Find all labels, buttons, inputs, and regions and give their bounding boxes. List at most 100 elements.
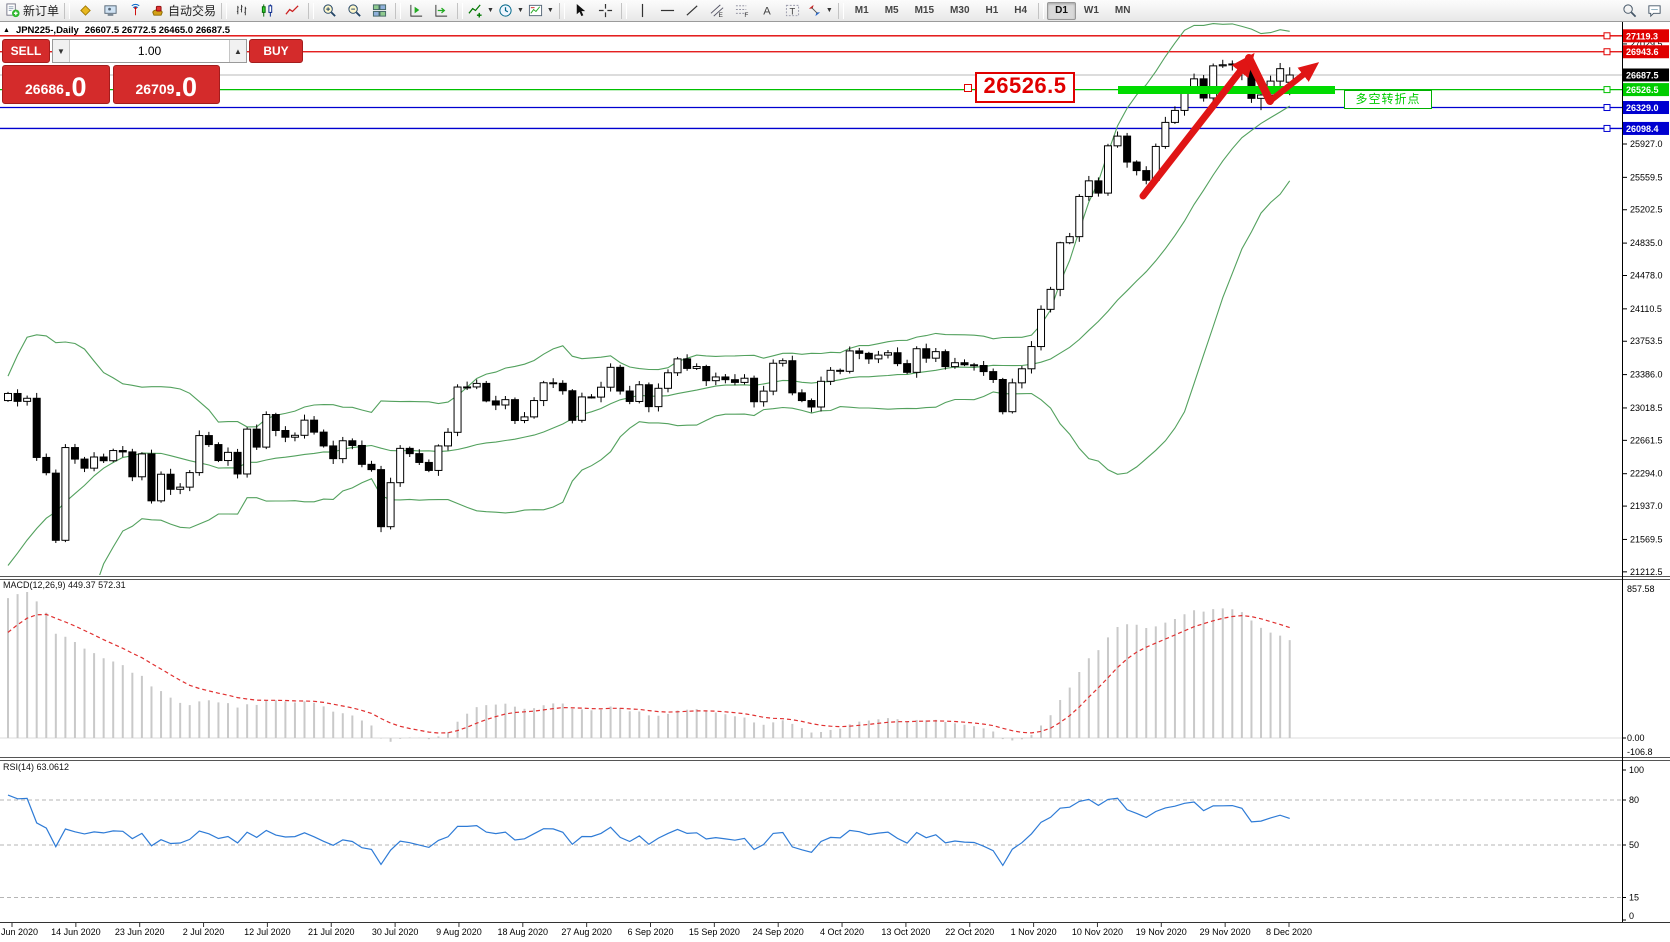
trendline-button[interactable] [680,1,705,21]
crosshair-button[interactable] [593,1,618,21]
collapse-one-click-icon[interactable]: ▲ [3,27,10,34]
text-button[interactable]: A [755,1,780,21]
indicators-icon [468,3,483,18]
chart-shift-button[interactable] [404,1,429,21]
price-callout[interactable]: 26526.5 [975,72,1075,103]
horizontal-line-button[interactable] [655,1,680,21]
indicators-button[interactable]: ▼ [466,1,496,21]
timeframe-h4-button[interactable]: H4 [1014,4,1028,16]
chevron-down-icon[interactable]: ▼ [516,7,524,14]
cursor-button[interactable] [568,1,593,21]
candle-body [386,482,395,528]
top-toolbar: 新订单 自动交易 ▼ ▼ ▼ E F A T ▼ M1 M5 M15 M30 H1 H4 D1 W1 MN [0,0,1670,22]
macd-main-value: 449.37 [68,580,96,590]
candle-body [329,445,338,460]
candle-body [826,369,835,382]
macd-indicator-label: MACD(12,26,9) 449.37 572.31 [3,580,126,590]
zoom-in-icon [322,3,337,18]
tiles-icon [372,3,387,18]
arrows-button[interactable]: ▼ [805,1,835,21]
annotation-note[interactable]: 多空转折点 [1344,90,1432,109]
macd-panel [0,592,1622,742]
chevron-down-icon[interactable]: ▼ [487,7,494,14]
volume-field-wrap: ▼ ▲ [52,39,247,63]
date-label: 6 Sep 2020 [627,927,673,937]
candle-body [396,447,405,484]
toolbar-separator [620,2,627,19]
timeframe-m1-button[interactable]: M1 [854,4,869,16]
candle-body [176,486,185,490]
signals-button[interactable] [123,1,148,21]
timeframe-mn-button[interactable]: MN [1114,4,1131,16]
chat-button[interactable] [1642,1,1667,21]
date-label: 15 Sep 2020 [689,927,740,937]
candle-body [70,447,79,460]
axis-tick-label: 27029.5 [1630,39,1663,49]
timeframe-m30-button[interactable]: M30 [950,4,970,16]
line-chart-button[interactable] [280,1,305,21]
candle-body [807,400,816,408]
profiles-button[interactable] [73,1,98,21]
candle-body [1276,68,1285,82]
new-order-icon [5,3,20,18]
svg-text:E: E [718,12,723,18]
template-icon [528,3,543,18]
sell-button[interactable]: SELL [2,39,50,63]
fibonacci-button[interactable]: F [730,1,755,21]
chevron-down-icon[interactable]: ▼ [825,7,833,14]
timeframe-d1-button[interactable]: D1 [1047,1,1076,20]
price-level-label: 26329.0 [1626,103,1659,113]
periods-button[interactable]: ▼ [496,1,526,21]
vertical-line-button[interactable] [630,1,655,21]
toolbar-right-icons [1617,1,1667,21]
bollinger-lower [99,180,1291,575]
new-order-button[interactable]: 新订单 [3,1,61,21]
trend-arrow [1245,54,1274,105]
rsi-indicator-label: RSI(14) 63.0612 [3,762,69,772]
toolbar-separator [395,2,402,19]
bollinger-upper [7,23,1290,428]
candle-body [1084,180,1093,197]
bar-chart-button[interactable] [230,1,255,21]
timeframe-w1-button[interactable]: W1 [1083,4,1099,16]
timeframe-h1-button[interactable]: H1 [985,4,999,16]
candle-body [998,378,1007,413]
candlestick-chart-button[interactable] [255,1,280,21]
buy-button[interactable]: BUY [249,39,303,63]
candle-body [90,456,99,469]
buy-price-main: 26709 [135,81,175,97]
date-label: 23 Jun 2020 [115,927,165,937]
candle-body [13,392,22,402]
zoom-in-button[interactable] [317,1,342,21]
axis-tick-label: 23753.5 [1630,336,1663,346]
macd-axis-label: 857.58 [1627,584,1655,594]
macd-axis-label: -106.8 [1627,747,1653,757]
buy-price[interactable]: 26709.0 [112,65,220,104]
timeframe-m15-button[interactable]: M15 [914,4,935,16]
search-button[interactable] [1617,1,1642,21]
autotrading-button[interactable]: 自动交易 [148,1,218,21]
volume-increase-button[interactable]: ▲ [229,40,246,62]
candle-body [214,444,223,462]
chart-title-bar: ▲ JPN225-,Daily 26607.5 26772.5 26465.0 … [3,25,230,36]
candle-body [836,369,845,372]
date-label: 27 Aug 2020 [561,927,612,937]
terminal-button[interactable] [98,1,123,21]
volume-decrease-button[interactable]: ▼ [53,40,70,62]
equidistant-channel-button[interactable]: E [705,1,730,21]
date-label: 30 Jul 2020 [372,927,419,937]
candle-body [262,414,271,448]
zoom-out-button[interactable] [342,1,367,21]
templates-button[interactable]: ▼ [526,1,556,21]
chevron-down-icon[interactable]: ▼ [546,7,554,14]
text-label-button[interactable]: T [780,1,805,21]
candle-body [319,431,328,447]
candle-body [1228,63,1237,66]
sell-price[interactable]: 26686.0 [2,65,110,104]
candle-body [348,440,357,446]
auto-scroll-button[interactable] [429,1,454,21]
volume-input[interactable] [70,40,229,62]
tile-windows-button[interactable] [367,1,392,21]
timeframe-m5-button[interactable]: M5 [884,4,899,16]
